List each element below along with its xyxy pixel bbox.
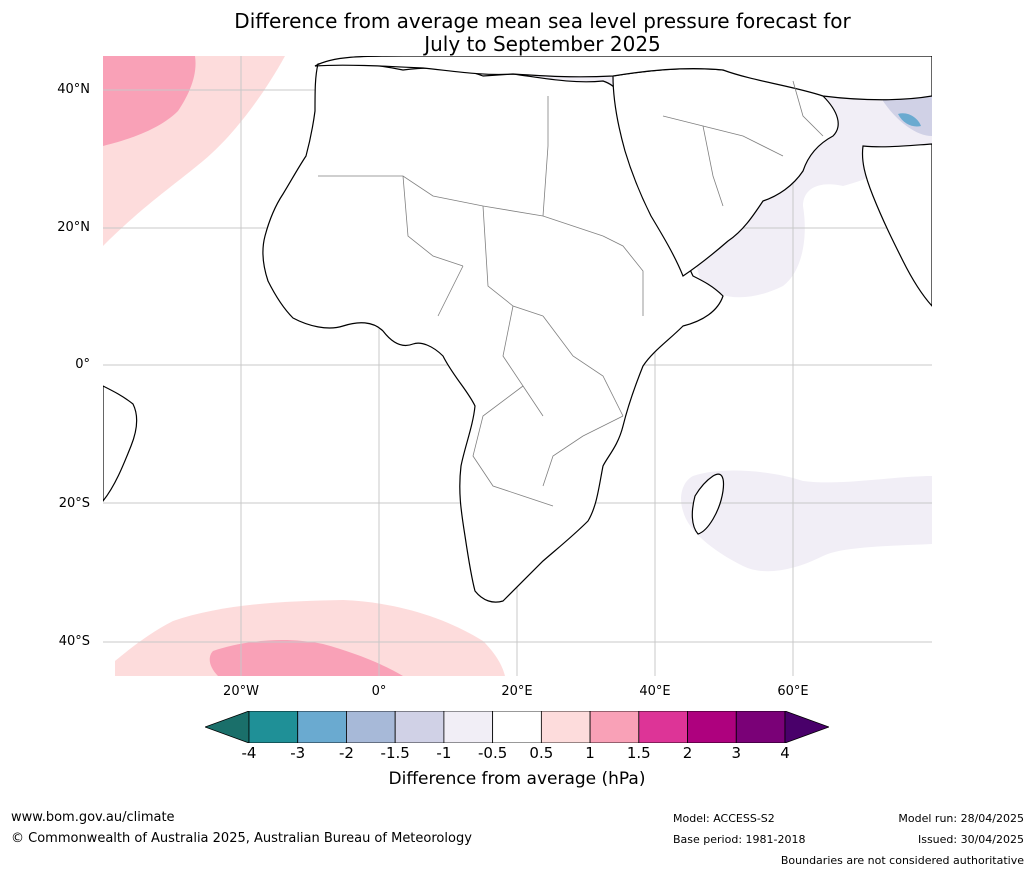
map-panel xyxy=(103,56,932,676)
footer-copyright: © Commonwealth of Australia 2025, Austra… xyxy=(11,831,472,846)
lon-label-20w: 20°W xyxy=(223,684,259,699)
colorbar-tick-label: 4 xyxy=(780,744,790,762)
anomaly-region-nw-atlantic-mid xyxy=(103,56,196,146)
chart-title: Difference from average mean sea level p… xyxy=(0,10,1035,56)
india-coastline xyxy=(861,143,932,307)
colorbar-swatch xyxy=(297,711,347,743)
colorbar-arrow-high xyxy=(784,711,829,743)
madagascar-coastline xyxy=(691,473,725,535)
title-line-1: Difference from average mean sea level p… xyxy=(234,9,851,33)
footer-model: Model: ACCESS-S2 xyxy=(673,812,775,825)
south-america-coastline xyxy=(103,385,138,502)
footer-model-run: Model run: 28/04/2025 xyxy=(898,812,1024,825)
colorbar-arrow-low xyxy=(205,711,250,743)
colorbar-tick-label: 1.5 xyxy=(626,744,651,762)
colorbar-swatch xyxy=(443,711,494,743)
colorbar-tick-label: 3 xyxy=(731,744,742,762)
country-borders xyxy=(318,80,824,507)
lat-label-20n: 20°N xyxy=(57,220,90,235)
colorbar-swatch xyxy=(248,711,299,743)
colorbar-swatch xyxy=(492,711,542,743)
colorbar-swatch xyxy=(346,711,396,743)
colorbar-tick-label: -1.5 xyxy=(380,744,410,762)
europe-coastline xyxy=(314,56,932,101)
colorbar-swatch xyxy=(540,711,591,743)
colorbar-tick-label: -2 xyxy=(338,744,354,762)
lat-label-0: 0° xyxy=(75,357,90,372)
colorbar-swatch xyxy=(687,711,737,743)
colorbar xyxy=(205,711,829,743)
colorbar-swatch xyxy=(394,711,445,743)
anomaly-region-central-asia-core xyxy=(898,113,921,127)
anomaly-region-south-atlantic-mid xyxy=(209,640,403,676)
colorbar-label: Difference from average (hPa) xyxy=(388,769,646,789)
colorbar-tick-label: 1 xyxy=(585,744,595,762)
colorbar-tick-label: -0.5 xyxy=(477,744,508,762)
footer-website: www.bom.gov.au/climate xyxy=(11,810,175,825)
lat-label-20s: 20°S xyxy=(58,496,90,511)
colorbar-tick-label: -4 xyxy=(241,744,257,762)
colorbar-swatch xyxy=(589,711,640,743)
colorbar-tick-label: 2 xyxy=(682,744,693,762)
title-line-2: July to September 2025 xyxy=(424,32,661,56)
colorbar-tick-label: -1 xyxy=(436,744,452,762)
lon-label-0: 0° xyxy=(371,684,387,699)
lon-label-60e: 60°E xyxy=(777,684,809,699)
lat-label-40s: 40°S xyxy=(58,634,90,649)
footer-issued: Issued: 30/04/2025 xyxy=(917,833,1024,846)
colorbar-tick-label: 0.5 xyxy=(529,744,554,762)
lon-label-20e: 20°E xyxy=(501,684,533,699)
colorbar-tick-label: -3 xyxy=(290,744,306,762)
anomaly-region-indian-ocean xyxy=(681,470,932,572)
footer-boundaries: Boundaries are not considered authoritat… xyxy=(780,854,1024,867)
map-canvas xyxy=(103,56,932,676)
lat-label-40n: 40°N xyxy=(57,82,90,97)
lon-label-40e: 40°E xyxy=(639,684,671,699)
colorbar-swatch xyxy=(638,711,688,743)
colorbar-swatch xyxy=(735,711,786,743)
footer-base-period: Base period: 1981-2018 xyxy=(673,833,806,846)
